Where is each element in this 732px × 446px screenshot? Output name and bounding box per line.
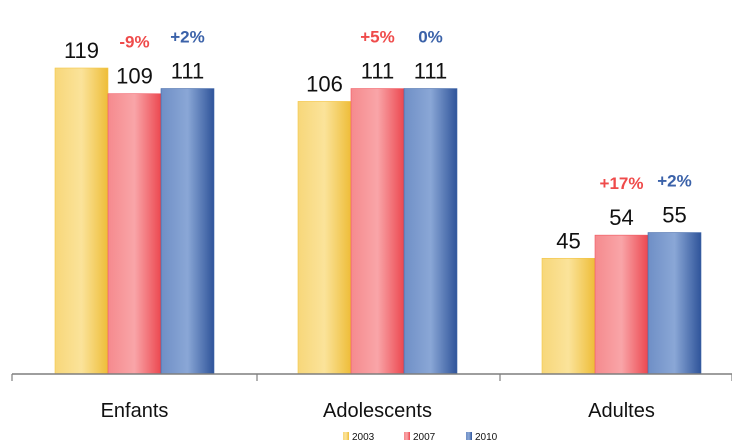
value-label-2010-adultes: 55 bbox=[662, 203, 686, 228]
x-axis-ticks bbox=[11, 374, 732, 381]
legend-label-2003: 2003 bbox=[352, 432, 375, 443]
value-label-2003-adolescents: 106 bbox=[306, 71, 343, 96]
legend: 2003 2007 2010 bbox=[343, 432, 498, 443]
legend-label-2010: 2010 bbox=[475, 432, 498, 443]
legend-swatch-2007 bbox=[404, 432, 410, 440]
labels-layer: 119 109 111 -9% +2% 106 111 111 +5% 0% 45 54 55 +17% +… bbox=[64, 28, 692, 254]
bar-2007-adolescents bbox=[350, 88, 405, 375]
value-label-2007-adolescents: 111 bbox=[361, 59, 394, 84]
change-label-2007-adolescents: +5% bbox=[360, 28, 395, 47]
category-labels: Enfants Adolescents Adultes bbox=[101, 400, 655, 422]
bar-2010-adolescents bbox=[403, 88, 458, 375]
change-label-2010-adultes: +2% bbox=[657, 172, 692, 191]
bar-2007-adultes bbox=[594, 234, 649, 375]
legend-swatch-2010 bbox=[466, 432, 472, 440]
category-label-adultes: Adultes bbox=[588, 400, 655, 422]
legend-swatch-2003 bbox=[343, 432, 349, 440]
bar-2010-adultes bbox=[647, 232, 702, 375]
category-label-adolescents: Adolescents bbox=[323, 400, 432, 422]
bar-2003-adolescents bbox=[297, 101, 352, 375]
value-label-2003-adultes: 45 bbox=[556, 228, 580, 253]
value-label-2010-adolescents: 111 bbox=[414, 59, 447, 84]
legend-label-2007: 2007 bbox=[413, 432, 436, 443]
change-label-2010-enfants: +2% bbox=[170, 28, 205, 47]
change-label-2010-adolescents: 0% bbox=[418, 28, 443, 47]
value-label-2010-enfants: 111 bbox=[171, 59, 204, 84]
bar-2003-adultes bbox=[541, 257, 596, 375]
value-label-2007-adultes: 54 bbox=[609, 205, 633, 230]
value-label-2003-enfants: 119 bbox=[64, 38, 99, 63]
change-label-2007-adultes: +17% bbox=[600, 174, 644, 193]
category-label-enfants: Enfants bbox=[101, 400, 169, 422]
change-label-2007-enfants: -9% bbox=[119, 33, 149, 52]
value-label-2007-enfants: 109 bbox=[116, 64, 153, 89]
bar-2003-enfants bbox=[54, 67, 109, 375]
bars-layer bbox=[54, 67, 702, 375]
bar-2007-enfants bbox=[107, 93, 162, 375]
bar-2010-enfants bbox=[160, 88, 215, 375]
